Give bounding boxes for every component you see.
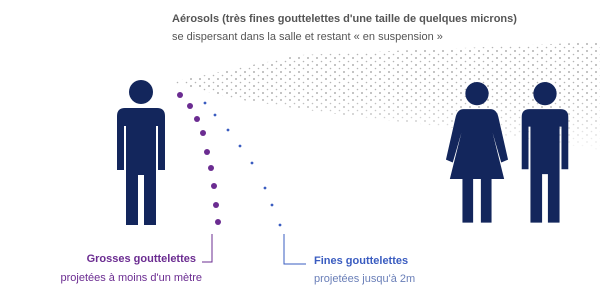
- large-bracket: [202, 234, 212, 262]
- large-detail: projetées à moins d'un mètre: [60, 272, 202, 284]
- fine-bracket: [284, 234, 306, 264]
- aerosol-line1: Aérosols (très fines gouttelettes d'une …: [172, 13, 517, 25]
- fine-detail: projetées jusqu'à 2m: [314, 273, 415, 285]
- large-title: Grosses gouttelettes: [87, 253, 196, 265]
- speaker: [117, 80, 165, 225]
- infographic: Aérosols (très fines gouttelettes d'une …: [0, 0, 600, 286]
- fine-title: Fines gouttelettes: [314, 255, 408, 267]
- aerosol-line2: se dispersant dans la salle et restant «…: [172, 31, 443, 43]
